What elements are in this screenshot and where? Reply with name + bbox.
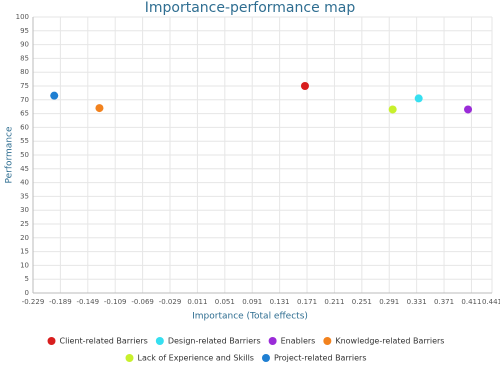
legend-marker [155,337,164,345]
x-tick-label: 0.251 [352,298,372,306]
x-tick-label: -0.069 [131,298,154,306]
x-tick-label: -0.189 [49,298,72,306]
legend-label: Lack of Experience and Skills [137,354,253,363]
legend-label: Design-related Barriers [168,337,261,346]
x-tick-label: 0.171 [297,298,317,306]
y-tick-label: 85 [20,54,29,62]
point [414,94,423,103]
x-tick-label: 0.411 [461,298,481,306]
y-tick-label: 30 [20,206,29,214]
y-tick-label: 50 [20,151,29,159]
y-axis-label: Performance [5,126,15,183]
y-tick-label: 90 [20,41,29,49]
y-tick-label: 60 [20,123,29,131]
legend-label: Enablers [281,337,316,346]
legend-marker [47,337,56,345]
x-tick-label: -0.229 [22,298,45,306]
legend-label: Knowledge-related Barriers [335,337,444,346]
y-tick-label: 55 [20,137,29,145]
x-tick-label: 0.011 [187,298,207,306]
x-tick-label: 0.051 [215,298,235,306]
point [464,105,473,114]
point [50,91,59,100]
y-tick-label: 80 [20,68,29,76]
point [300,82,309,90]
y-tick-label: 15 [20,248,29,256]
y-tick-label: 95 [20,27,29,35]
point [95,104,104,113]
y-tick-label: 40 [20,179,29,187]
y-tick-label: 0 [25,289,29,297]
x-tick-label: -0.109 [104,298,127,306]
x-tick-label: 0.211 [324,298,344,306]
x-tick-label: -0.149 [77,298,100,306]
x-tick-label: -0.029 [159,298,182,306]
chart-title: Importance-performance map [145,0,356,16]
y-tick-label: 75 [20,82,29,90]
x-axis-label: Importance (Total effects) [192,312,308,322]
x-tick-label: 0.091 [242,298,262,306]
y-tick-label: 5 [25,275,29,283]
legend-label: Client-related Barriers [60,337,148,346]
legend-marker [323,337,332,345]
y-tick-label: 100 [16,13,29,21]
y-tick-label: 35 [20,192,29,200]
legend-marker [125,354,134,362]
y-tick-label: 25 [20,220,29,228]
legend-marker [261,354,270,362]
y-tick-label: 10 [20,261,29,269]
legend-marker [268,337,277,345]
x-tick-label: 0.331 [407,298,427,306]
x-tick-label: 0.371 [434,298,454,306]
point [388,105,397,114]
legend-label: Project-related Barriers [274,354,367,363]
x-tick-label: 0.131 [270,298,290,306]
y-tick-label: 65 [20,110,29,118]
y-tick-label: 20 [20,234,29,242]
x-tick-label: 0.441 [482,298,500,306]
y-tick-label: 70 [20,96,29,104]
y-tick-label: 45 [20,165,29,173]
x-tick-label: 0.291 [379,298,399,306]
